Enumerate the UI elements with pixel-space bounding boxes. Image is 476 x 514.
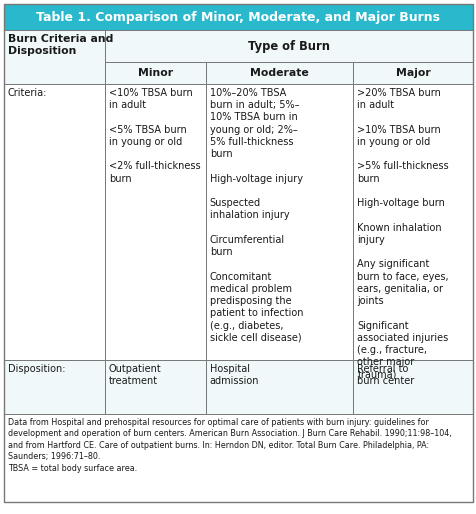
Text: Criteria:: Criteria: <box>8 88 47 98</box>
Bar <box>205 84 353 360</box>
Text: Table 1. Comparison of Minor, Moderate, and Major Burns: Table 1. Comparison of Minor, Moderate, … <box>37 10 439 24</box>
Text: Burn Criteria and
Disposition: Burn Criteria and Disposition <box>8 34 113 57</box>
Text: Moderate: Moderate <box>249 68 308 78</box>
Text: Hospital
admission: Hospital admission <box>209 364 258 387</box>
Bar <box>353 360 472 414</box>
Bar <box>4 4 472 30</box>
Bar <box>353 84 472 360</box>
Text: Data from Hospital and prehospital resources for optimal care of patients with b: Data from Hospital and prehospital resou… <box>8 418 451 473</box>
Text: Outpatient
treatment: Outpatient treatment <box>109 364 161 387</box>
Text: <10% TBSA burn
in adult

<5% TBSA burn
in young or old

<2% full-thickness
burn: <10% TBSA burn in adult <5% TBSA burn in… <box>109 88 200 183</box>
Bar <box>105 30 472 62</box>
Bar <box>4 414 472 502</box>
Bar <box>4 30 105 84</box>
Bar <box>4 360 105 414</box>
Bar <box>205 360 353 414</box>
Bar <box>205 62 353 84</box>
Bar <box>105 62 205 84</box>
Bar <box>105 360 205 414</box>
Text: Minor: Minor <box>138 68 172 78</box>
Bar <box>105 84 205 360</box>
Text: Referral to
burn center: Referral to burn center <box>357 364 414 387</box>
Text: Type of Burn: Type of Burn <box>248 40 329 52</box>
Text: Major: Major <box>395 68 430 78</box>
Bar <box>4 84 105 360</box>
Text: >20% TBSA burn
in adult

>10% TBSA burn
in young or old

>5% full-thickness
burn: >20% TBSA burn in adult >10% TBSA burn i… <box>357 88 448 379</box>
Text: Disposition:: Disposition: <box>8 364 65 374</box>
Text: 10%–20% TBSA
burn in adult; 5%–
10% TBSA burn in
young or old; 2%–
5% full-thick: 10%–20% TBSA burn in adult; 5%– 10% TBSA… <box>209 88 303 343</box>
Bar <box>353 62 472 84</box>
